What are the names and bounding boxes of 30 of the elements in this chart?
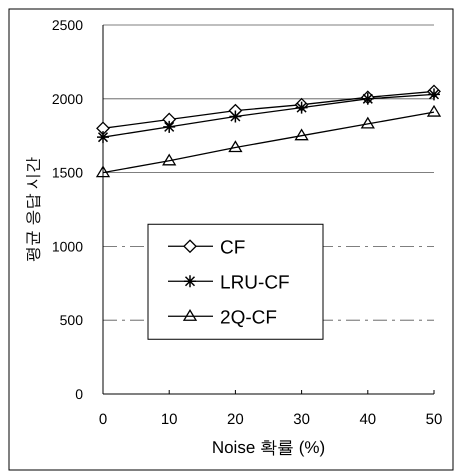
y-tick-label: 2000 (52, 90, 84, 107)
point (96, 122, 110, 135)
y-axis-title: 평균 응답 시간 (25, 157, 42, 262)
point (96, 130, 110, 144)
y-tick-label: 0 (75, 386, 84, 402)
legend-label: CF (220, 237, 246, 258)
point (361, 117, 374, 129)
y-tick-label: 1500 (52, 164, 84, 181)
x-tick-label: 20 (227, 411, 244, 428)
x-tick-label: 50 (426, 411, 442, 428)
x-tick-label: 40 (359, 411, 376, 428)
legend-label: 2Q-CF (220, 307, 277, 328)
x-tick-label: 0 (98, 411, 108, 428)
point (427, 88, 441, 102)
point (162, 112, 176, 126)
x-axis-title: Noise 확률 (%) (212, 438, 326, 457)
point (162, 120, 176, 134)
point (162, 154, 176, 166)
legend-label: LRU-CF (220, 272, 290, 294)
point (427, 105, 441, 117)
y-tick-label: 500 (60, 312, 84, 328)
y-tick-label: 2500 (52, 17, 84, 33)
point (228, 140, 242, 152)
y-tick-label: 1000 (52, 238, 84, 254)
point (228, 110, 242, 124)
point (96, 166, 110, 178)
x-tick-label: 30 (293, 411, 310, 428)
x-tick-label: 10 (160, 411, 178, 428)
point (294, 129, 308, 140)
point (294, 100, 308, 114)
